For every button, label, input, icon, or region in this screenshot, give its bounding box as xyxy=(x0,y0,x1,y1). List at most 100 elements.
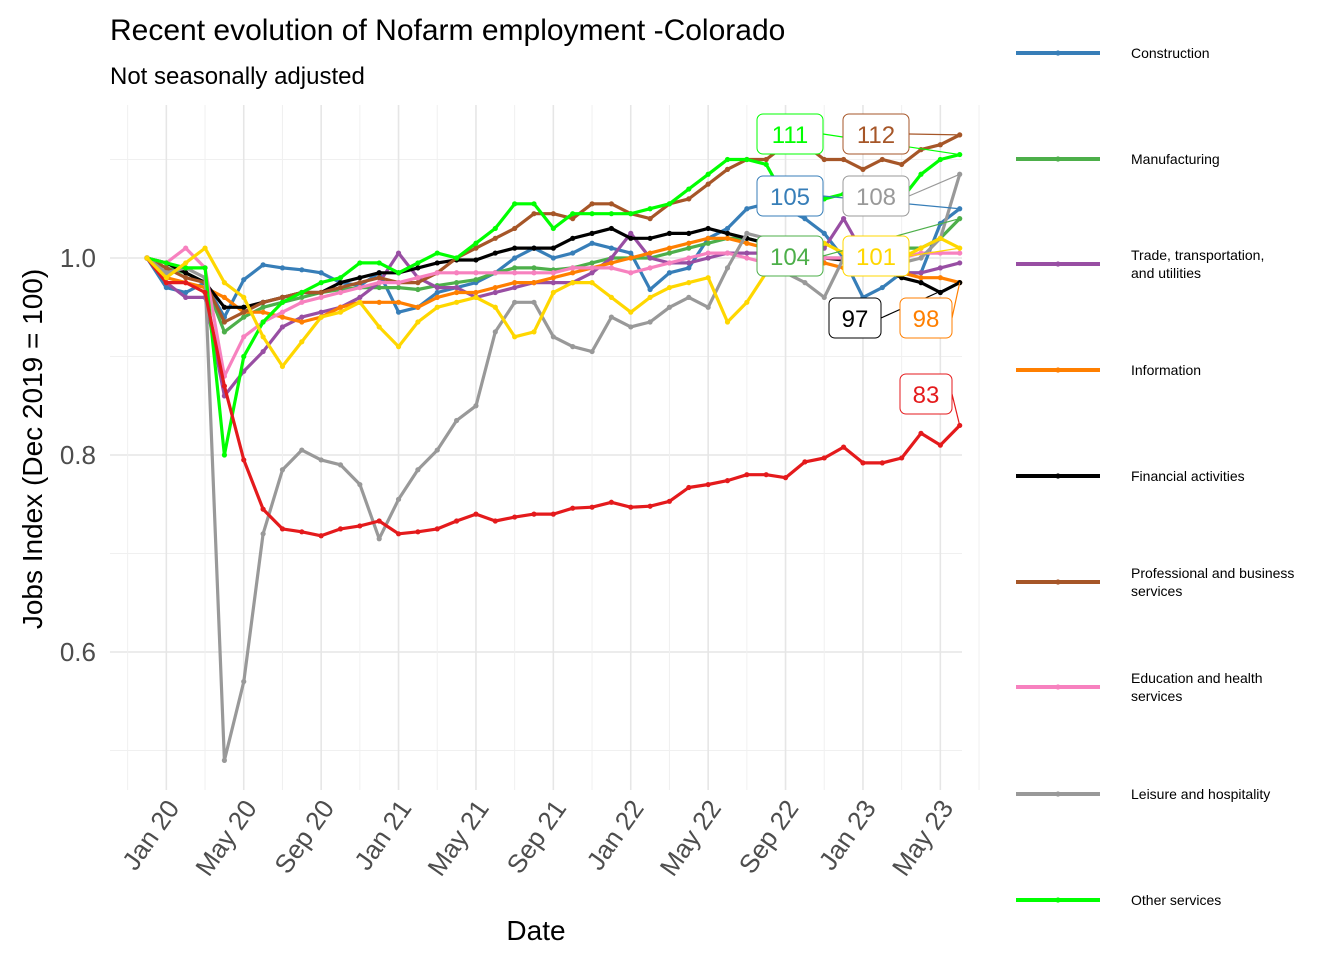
data-point xyxy=(241,309,247,315)
data-point xyxy=(666,245,673,251)
legend-key-point xyxy=(1055,791,1061,797)
data-point xyxy=(279,526,286,532)
data-point xyxy=(279,324,286,330)
data-point xyxy=(512,225,518,232)
data-point xyxy=(744,472,750,478)
legend-key-point xyxy=(1055,261,1061,267)
data-point xyxy=(260,262,266,268)
grid xyxy=(110,105,980,790)
data-point xyxy=(608,245,615,251)
data-point xyxy=(415,529,421,535)
data-point xyxy=(841,444,847,450)
end-label-text: 105 xyxy=(770,184,810,211)
data-point xyxy=(937,442,943,448)
data-point xyxy=(241,304,247,310)
data-point xyxy=(241,457,247,463)
data-point xyxy=(802,216,808,222)
data-point xyxy=(260,506,266,512)
data-point xyxy=(337,289,344,296)
data-point xyxy=(415,319,421,325)
data-point xyxy=(686,196,692,202)
data-point xyxy=(589,260,595,266)
y-tick-label: 0.8 xyxy=(60,440,96,470)
data-point xyxy=(957,216,963,222)
end-label: 108 xyxy=(842,173,960,217)
data-point xyxy=(705,235,711,241)
data-point xyxy=(666,250,673,256)
data-point xyxy=(357,284,363,291)
data-point xyxy=(454,299,460,305)
end-label-text: 104 xyxy=(770,244,810,271)
data-point xyxy=(337,309,344,315)
data-point xyxy=(724,166,731,172)
end-label-text: 111 xyxy=(772,122,808,149)
data-point xyxy=(608,260,615,266)
end-label-box xyxy=(842,235,910,277)
data-point xyxy=(937,265,943,271)
legend-key-point xyxy=(1055,156,1061,162)
data-point xyxy=(821,156,827,163)
data-point xyxy=(241,353,247,360)
data-point xyxy=(183,260,189,266)
data-point xyxy=(608,201,615,207)
data-point xyxy=(337,280,344,286)
data-point xyxy=(531,211,537,217)
series-8 xyxy=(144,151,963,458)
data-point xyxy=(163,275,169,281)
data-point xyxy=(744,230,750,236)
data-point xyxy=(957,250,963,256)
data-point xyxy=(318,314,324,320)
data-point xyxy=(395,309,402,315)
data-point xyxy=(821,230,827,236)
data-point xyxy=(647,319,653,325)
data-point xyxy=(279,309,286,315)
data-point xyxy=(647,503,653,509)
data-point xyxy=(415,275,421,281)
data-point xyxy=(918,255,924,261)
data-point xyxy=(260,348,266,355)
data-point xyxy=(434,260,440,266)
x-tick-label: May 22 xyxy=(654,794,727,881)
data-point xyxy=(550,270,556,276)
x-tick-label: Sep 20 xyxy=(268,794,340,879)
data-point xyxy=(454,289,460,296)
end-label-box xyxy=(899,373,953,415)
end-label-connector xyxy=(908,247,960,257)
data-point xyxy=(434,304,440,310)
data-point xyxy=(260,304,266,310)
data-point xyxy=(531,265,537,271)
x-tick-label: Sep 22 xyxy=(733,794,805,879)
end-label: 112 xyxy=(842,113,960,155)
data-point xyxy=(628,230,634,236)
data-point xyxy=(260,309,266,315)
data-point xyxy=(260,319,266,325)
data-point xyxy=(454,270,460,276)
data-point xyxy=(395,496,402,502)
data-point xyxy=(395,270,402,276)
data-point xyxy=(860,166,866,172)
data-point xyxy=(299,529,305,535)
data-point xyxy=(357,523,363,529)
x-tick-label: May 20 xyxy=(189,794,262,881)
data-point xyxy=(318,270,324,276)
data-point xyxy=(260,334,266,340)
data-point xyxy=(376,324,382,330)
data-point xyxy=(260,531,266,537)
data-point xyxy=(705,250,711,256)
data-point xyxy=(957,422,963,429)
data-point xyxy=(512,270,518,276)
end-label-box xyxy=(756,175,824,217)
data-point xyxy=(454,255,460,261)
legend-key-point xyxy=(1055,897,1061,903)
data-point xyxy=(744,255,750,261)
data-point xyxy=(550,511,556,517)
data-point xyxy=(744,240,750,246)
data-point xyxy=(221,304,227,310)
end-label: 83 xyxy=(899,373,961,426)
data-point xyxy=(492,225,498,232)
data-point xyxy=(376,518,382,524)
data-point xyxy=(647,250,653,256)
legend-label: Construction xyxy=(1131,45,1210,61)
data-point xyxy=(608,499,615,505)
data-point xyxy=(957,280,963,286)
